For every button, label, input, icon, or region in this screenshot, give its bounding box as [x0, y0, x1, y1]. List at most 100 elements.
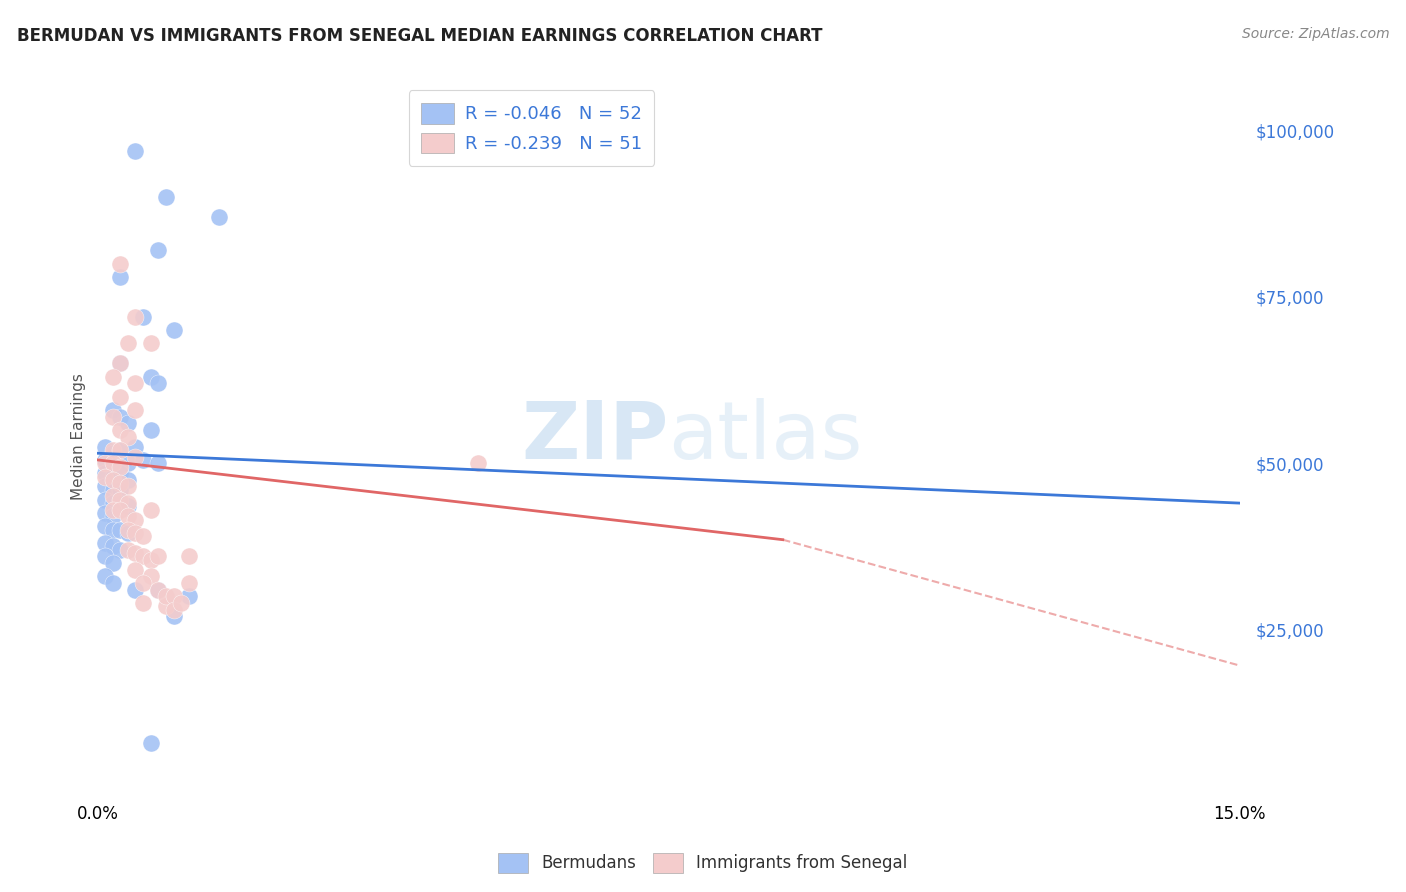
Point [94, 506, 117, 520]
Point [108, 502, 131, 516]
Point [101, 456, 124, 470]
Point [94, 466, 117, 480]
Point [467, 456, 489, 470]
Point [155, 589, 177, 603]
Point [108, 492, 131, 507]
Point [101, 523, 124, 537]
Point [132, 529, 155, 543]
Point [117, 429, 139, 443]
Point [132, 596, 155, 610]
Point [101, 556, 124, 570]
Point [94, 440, 117, 454]
Point [162, 323, 184, 337]
Point [177, 576, 200, 591]
Point [139, 336, 162, 351]
Legend: R = -0.046   N = 52, R = -0.239   N = 51: R = -0.046 N = 52, R = -0.239 N = 51 [409, 90, 654, 166]
Point [108, 409, 131, 424]
Point [101, 490, 124, 504]
Point [117, 479, 139, 493]
Point [108, 459, 131, 474]
Point [117, 523, 139, 537]
Point [108, 390, 131, 404]
Point [124, 310, 146, 324]
Point [101, 509, 124, 524]
Point [117, 473, 139, 487]
Point [139, 569, 162, 583]
Point [101, 442, 124, 457]
Point [132, 453, 155, 467]
Point [139, 369, 162, 384]
Point [124, 144, 146, 158]
Point [177, 589, 200, 603]
Point [162, 609, 184, 624]
Point [108, 356, 131, 370]
Point [117, 417, 139, 431]
Point [94, 456, 117, 470]
Point [139, 552, 162, 566]
Point [101, 456, 124, 470]
Point [94, 549, 117, 564]
Point [108, 270, 131, 285]
Text: ZIP: ZIP [522, 398, 668, 475]
Point [117, 542, 139, 557]
Point [94, 469, 117, 483]
Point [148, 582, 170, 597]
Point [124, 376, 146, 391]
Point [101, 403, 124, 417]
Point [117, 509, 139, 524]
Point [124, 403, 146, 417]
Point [148, 549, 170, 564]
Point [108, 442, 131, 457]
Point [108, 257, 131, 271]
Point [124, 563, 146, 577]
Point [94, 453, 117, 467]
Point [124, 526, 146, 541]
Point [177, 549, 200, 564]
Legend: Bermudans, Immigrants from Senegal: Bermudans, Immigrants from Senegal [492, 847, 914, 880]
Point [139, 502, 162, 516]
Point [101, 446, 124, 460]
Point [101, 473, 124, 487]
Point [101, 409, 124, 424]
Point [155, 599, 177, 614]
Point [94, 492, 117, 507]
Point [148, 582, 170, 597]
Point [101, 502, 124, 516]
Point [124, 546, 146, 560]
Point [162, 589, 184, 603]
Point [208, 210, 231, 224]
Point [101, 496, 124, 510]
Point [132, 576, 155, 591]
Point [94, 536, 117, 550]
Point [132, 310, 155, 324]
Point [108, 476, 131, 491]
Point [124, 582, 146, 597]
Point [139, 735, 162, 749]
Point [101, 576, 124, 591]
Point [94, 519, 117, 533]
Point [94, 569, 117, 583]
Point [94, 479, 117, 493]
Point [124, 450, 146, 464]
Point [162, 602, 184, 616]
Point [101, 483, 124, 497]
Point [148, 244, 170, 258]
Point [155, 190, 177, 204]
Point [101, 539, 124, 553]
Point [117, 456, 139, 470]
Text: Source: ZipAtlas.com: Source: ZipAtlas.com [1241, 27, 1389, 41]
Point [101, 369, 124, 384]
Point [170, 596, 193, 610]
Point [132, 549, 155, 564]
Point [108, 496, 131, 510]
Point [101, 469, 124, 483]
Point [108, 542, 131, 557]
Point [108, 356, 131, 370]
Y-axis label: Median Earnings: Median Earnings [72, 373, 86, 500]
Point [124, 440, 146, 454]
Point [108, 466, 131, 480]
Point [139, 423, 162, 437]
Point [148, 456, 170, 470]
Text: BERMUDAN VS IMMIGRANTS FROM SENEGAL MEDIAN EARNINGS CORRELATION CHART: BERMUDAN VS IMMIGRANTS FROM SENEGAL MEDI… [17, 27, 823, 45]
Point [124, 513, 146, 527]
